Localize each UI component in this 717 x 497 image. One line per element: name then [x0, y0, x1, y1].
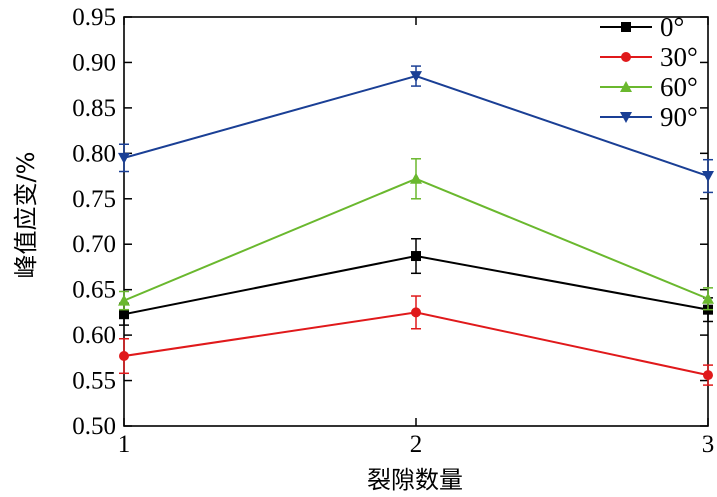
y-axis-title: 峰值应变/%	[12, 152, 40, 279]
marker-circle	[119, 351, 129, 362]
series-60°	[118, 158, 714, 311]
legend-item: 30°	[600, 42, 698, 72]
legend-label: 90°	[660, 102, 698, 132]
marker-square	[119, 309, 129, 320]
marker-square	[411, 251, 421, 262]
y-axis-ticks: 0.50 0.55 0.60 0.65 0.70 0.75 0.80 0.85 0.90 0.95	[72, 4, 708, 440]
y-tick-label: 0.55	[72, 368, 116, 395]
legend-label: 60°	[660, 72, 698, 102]
y-tick-label: 0.80	[72, 140, 116, 167]
marker-circle	[621, 52, 631, 62]
marker-triangle-down	[702, 171, 714, 183]
legend-label: 30°	[660, 42, 698, 72]
marker-triangle-up	[118, 294, 130, 306]
y-tick-label: 0.85	[72, 95, 116, 122]
x-axis-ticks: 1 2 3	[118, 17, 715, 458]
marker-square	[621, 22, 631, 32]
y-tick-label: 0.50	[72, 413, 116, 440]
legend: 0°30°60°90°	[600, 12, 698, 132]
y-tick-label: 0.65	[72, 277, 116, 304]
marker-triangle-down	[410, 71, 422, 83]
y-tick-label: 0.95	[72, 4, 116, 31]
legend-item: 90°	[600, 102, 698, 132]
x-axis-title: 裂隙数量	[367, 466, 463, 494]
marker-triangle-up	[410, 172, 422, 184]
marker-circle	[411, 307, 421, 318]
marker-triangle-up	[702, 292, 714, 304]
marker-circle	[703, 370, 713, 381]
y-tick-label: 0.60	[72, 322, 116, 349]
series-90°	[118, 65, 714, 194]
x-tick-label: 1	[118, 431, 131, 458]
legend-label: 0°	[660, 12, 684, 42]
x-tick-label: 3	[702, 431, 715, 458]
series-layer	[118, 65, 714, 386]
marker-triangle-down	[118, 152, 130, 164]
y-tick-label: 0.70	[72, 231, 116, 258]
series-30°	[119, 295, 713, 386]
y-tick-label: 0.90	[72, 49, 116, 76]
marker-triangle-down	[620, 112, 632, 123]
legend-item: 60°	[600, 72, 698, 102]
marker-triangle-up	[620, 81, 632, 92]
x-tick-label: 2	[410, 431, 423, 458]
y-tick-label: 0.75	[72, 186, 116, 213]
legend-item: 0°	[600, 12, 684, 42]
